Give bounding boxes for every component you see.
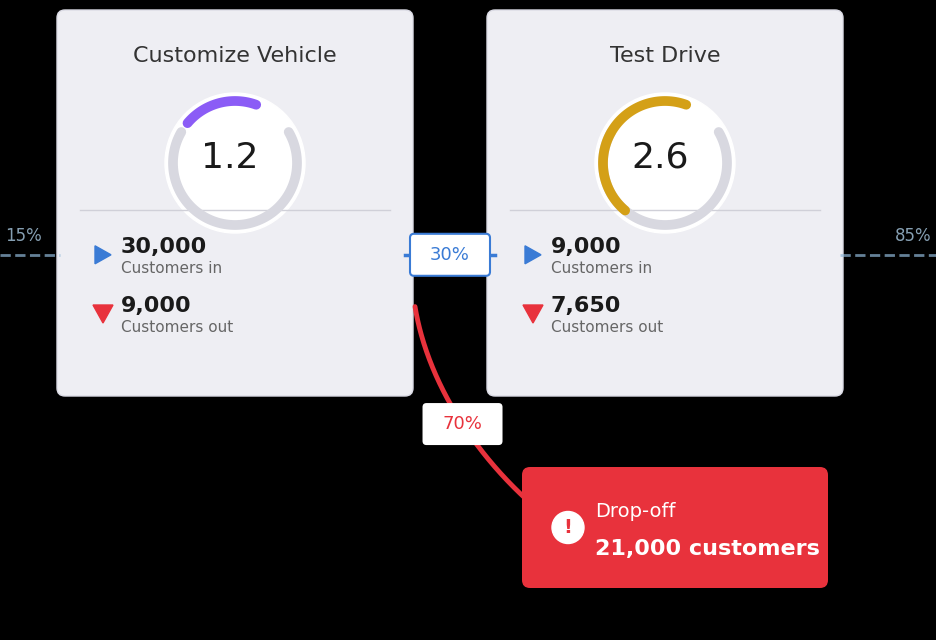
Text: 9,000: 9,000	[551, 237, 622, 257]
FancyBboxPatch shape	[522, 467, 828, 588]
Circle shape	[552, 511, 584, 543]
FancyBboxPatch shape	[410, 234, 490, 276]
Text: Customers out: Customers out	[551, 321, 664, 335]
Text: Drop-off: Drop-off	[595, 502, 676, 521]
Text: Customers in: Customers in	[121, 261, 222, 276]
Polygon shape	[525, 246, 541, 264]
Polygon shape	[93, 305, 113, 323]
Text: 15%: 15%	[5, 227, 42, 244]
Text: 21,000 customers: 21,000 customers	[595, 538, 820, 559]
Text: 85%: 85%	[895, 227, 931, 244]
Text: 2.6: 2.6	[631, 141, 689, 175]
Polygon shape	[95, 246, 111, 264]
Text: 9,000: 9,000	[121, 296, 192, 316]
Text: Customize Vehicle: Customize Vehicle	[133, 46, 337, 66]
Text: Test Drive: Test Drive	[609, 46, 720, 66]
FancyBboxPatch shape	[487, 10, 843, 396]
Text: 30,000: 30,000	[121, 237, 207, 257]
Text: Customers in: Customers in	[551, 261, 652, 276]
Text: 1.2: 1.2	[201, 141, 258, 175]
Circle shape	[165, 93, 305, 233]
FancyBboxPatch shape	[57, 10, 413, 396]
Circle shape	[595, 93, 735, 233]
Polygon shape	[523, 305, 543, 323]
Text: !: !	[563, 518, 573, 537]
Text: Customers out: Customers out	[121, 321, 233, 335]
Text: 30%: 30%	[430, 246, 470, 264]
Text: 7,650: 7,650	[551, 296, 622, 316]
Text: 70%: 70%	[443, 415, 482, 433]
FancyBboxPatch shape	[422, 403, 503, 445]
